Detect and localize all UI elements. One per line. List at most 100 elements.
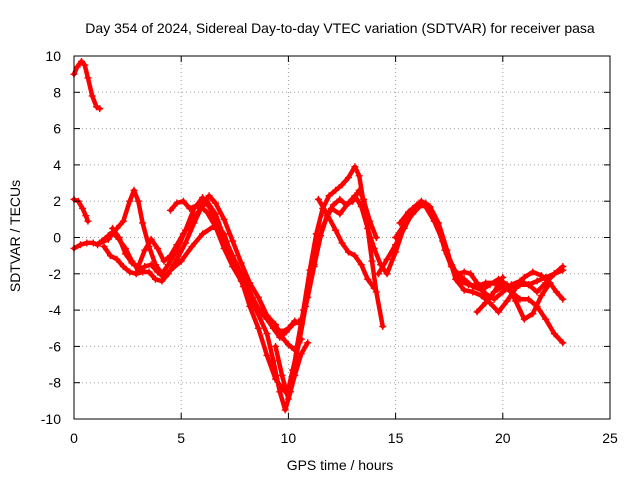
data-point-marker xyxy=(460,286,468,294)
data-point-marker xyxy=(188,243,196,251)
series-sat-i xyxy=(314,195,378,292)
data-point-marker xyxy=(203,208,211,216)
series-sat-a xyxy=(70,57,104,113)
data-point-marker xyxy=(220,215,228,223)
data-point-marker xyxy=(96,105,104,113)
data-point-marker xyxy=(372,288,380,296)
data-point-marker xyxy=(312,230,320,238)
data-point-marker xyxy=(314,195,322,203)
data-point-marker xyxy=(246,279,254,287)
data-point-marker xyxy=(383,270,391,278)
data-point-marker xyxy=(229,263,237,271)
data-point-marker xyxy=(304,339,312,347)
data-point-marker xyxy=(525,295,533,303)
data-point-marker xyxy=(467,270,475,278)
data-point-marker xyxy=(297,335,305,343)
data-point-marker xyxy=(139,219,147,227)
series-sat-m xyxy=(473,273,507,316)
data-point-marker xyxy=(263,351,271,359)
data-point-marker xyxy=(212,210,220,218)
data-point-marker xyxy=(291,346,299,354)
data-point-marker xyxy=(106,252,114,260)
data-point-marker xyxy=(173,241,181,249)
data-point-marker xyxy=(78,57,86,65)
data-point-marker xyxy=(370,284,378,292)
data-point-marker xyxy=(357,261,365,269)
data-point-marker xyxy=(351,252,359,260)
data-point-marker xyxy=(263,315,271,323)
data-point-marker xyxy=(164,261,172,269)
data-point-marker xyxy=(289,321,297,329)
data-point-marker xyxy=(520,273,528,281)
x-axis-label: GPS time / hours xyxy=(287,457,394,473)
data-point-marker xyxy=(366,217,374,225)
data-point-marker xyxy=(254,306,262,314)
data-point-marker xyxy=(151,275,159,283)
data-point-marker xyxy=(344,248,352,256)
data-point-marker xyxy=(559,295,567,303)
data-point-marker xyxy=(246,293,254,301)
data-point-marker xyxy=(282,328,290,336)
data-point-marker xyxy=(126,197,134,205)
data-point-marker xyxy=(477,286,485,294)
data-point-marker xyxy=(173,199,181,207)
data-point-marker xyxy=(456,277,464,285)
data-point-marker xyxy=(409,210,417,218)
x-tick-label: 20 xyxy=(495,430,511,446)
data-point-marker xyxy=(164,270,172,278)
data-point-marker xyxy=(89,239,97,247)
data-point-marker xyxy=(332,186,340,194)
data-point-marker xyxy=(520,315,528,323)
data-point-marker xyxy=(372,234,380,241)
data-point-marker xyxy=(460,268,468,276)
data-point-marker xyxy=(145,268,153,276)
data-point-marker xyxy=(396,219,404,227)
data-point-marker xyxy=(460,275,468,283)
data-point-marker xyxy=(179,230,187,238)
data-layer xyxy=(70,57,567,414)
data-point-marker xyxy=(284,341,292,349)
x-tick-label: 5 xyxy=(177,430,185,446)
y-tick-label: -4 xyxy=(49,302,62,318)
data-point-marker xyxy=(160,257,168,265)
data-point-marker xyxy=(119,263,127,271)
series-line xyxy=(168,198,302,340)
data-point-marker xyxy=(121,250,129,258)
data-point-marker xyxy=(304,293,312,301)
data-point-marker xyxy=(559,339,567,347)
data-point-marker xyxy=(297,321,305,329)
data-point-marker xyxy=(344,174,352,182)
series-line xyxy=(474,275,506,315)
data-point-marker xyxy=(179,197,187,205)
data-point-marker xyxy=(76,241,84,249)
data-point-marker xyxy=(550,270,558,278)
data-point-marker xyxy=(272,342,280,350)
data-point-marker xyxy=(113,255,121,263)
data-point-marker xyxy=(338,239,346,247)
data-point-marker xyxy=(276,333,284,341)
data-point-marker xyxy=(173,255,181,263)
data-point-marker xyxy=(482,290,490,298)
data-point-marker xyxy=(325,192,333,200)
data-point-marker xyxy=(533,302,541,310)
data-point-marker xyxy=(338,181,346,189)
x-tick-label: 10 xyxy=(281,430,297,446)
data-point-marker xyxy=(281,406,289,414)
data-point-marker xyxy=(100,243,108,251)
data-point-marker xyxy=(154,244,162,252)
y-tick-label: 0 xyxy=(53,230,61,246)
data-point-marker xyxy=(443,250,451,258)
data-point-marker xyxy=(220,244,228,252)
data-point-marker xyxy=(134,197,142,205)
chart-title: Day 354 of 2024, Sidereal Day-to-day VTE… xyxy=(85,20,595,36)
data-point-marker xyxy=(507,288,515,296)
data-point-marker xyxy=(400,221,408,229)
data-point-marker xyxy=(237,277,245,285)
x-tick-label: 0 xyxy=(70,430,78,446)
data-point-marker xyxy=(84,74,92,82)
data-point-marker xyxy=(151,261,159,269)
data-point-marker xyxy=(546,279,554,287)
data-point-marker xyxy=(181,239,189,247)
data-point-marker xyxy=(392,241,400,249)
data-point-marker xyxy=(88,92,96,100)
